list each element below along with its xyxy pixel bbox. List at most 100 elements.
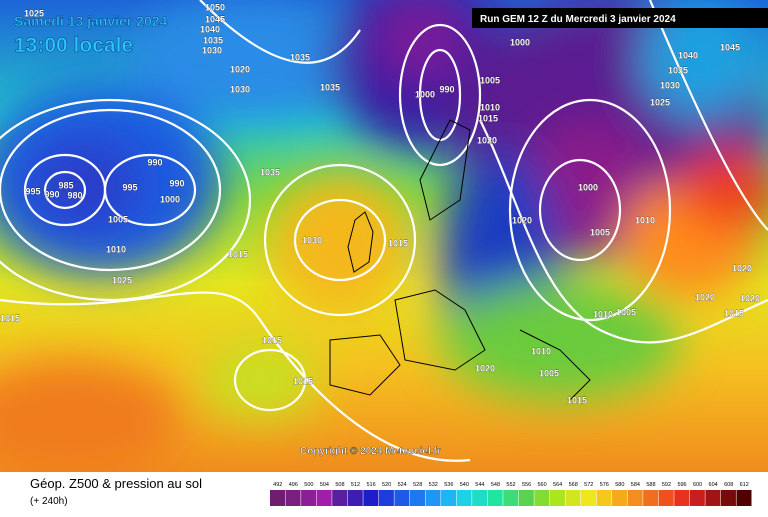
color-box: [285, 490, 301, 506]
color-tick-label: 500: [304, 482, 313, 488]
isobar-label: 1045: [720, 42, 740, 52]
isobar-label: 985: [58, 180, 73, 190]
isobar-label: 1010: [480, 102, 500, 112]
isobar-label: 1015: [388, 238, 408, 248]
color-box: [456, 490, 472, 506]
color-scale: 492 496 500 504 508 512 516 520 524 528 532 536 540 5…: [270, 482, 752, 506]
isobar-label: 1005: [616, 307, 636, 317]
isobar-label: 1000: [160, 194, 180, 204]
isobar-label: 990: [169, 178, 184, 188]
color-box: [643, 490, 659, 506]
color-tick-label: 520: [382, 482, 391, 488]
isobar-label: 1015: [0, 313, 20, 323]
color-tick-label: 584: [631, 482, 640, 488]
color-box: [518, 490, 534, 506]
isobar-label: 995: [122, 182, 137, 192]
color-tick-label: 580: [615, 482, 624, 488]
isobar-label: 1020: [512, 215, 532, 225]
run-info: Run GEM 12 Z du Mercredi 3 janvier 2024: [480, 14, 676, 25]
color-box: [549, 490, 565, 506]
isobar-label: 1030: [660, 80, 680, 90]
isobar-label: 1010: [593, 309, 613, 319]
color-tick-label: 596: [677, 482, 686, 488]
isobar-label: 990: [439, 84, 454, 94]
isobar-label: 1020: [695, 292, 715, 302]
color-box: [689, 490, 705, 506]
color-tick-label: 560: [538, 482, 547, 488]
color-box: [363, 490, 379, 506]
isobar-label: 1020: [740, 293, 760, 303]
color-box: [332, 490, 348, 506]
color-box: [720, 490, 736, 506]
color-tick-label: 608: [724, 482, 733, 488]
isobar-label: 1035: [668, 65, 688, 75]
color-box: [503, 490, 519, 506]
isobar-label: 1005: [480, 75, 500, 85]
color-tick-label: 548: [491, 482, 500, 488]
isobar-label: 1025: [650, 97, 670, 107]
color-box: [736, 490, 752, 506]
isobar-label: 1000: [415, 89, 435, 99]
geopotential-field: [0, 0, 768, 480]
color-tick-label: 564: [553, 482, 562, 488]
isobar-label: 1010: [106, 244, 126, 254]
isobar-label: 990: [147, 157, 162, 167]
isobar-label: 1020: [475, 363, 495, 373]
isobar-label: 1010: [635, 215, 655, 225]
isobar-label: 1025: [24, 8, 44, 18]
color-tick-label: 544: [475, 482, 484, 488]
isobar-label: 1035: [203, 35, 223, 45]
isobar-label: 1045: [205, 14, 225, 24]
isobar-label: 1020: [230, 64, 250, 74]
color-tick-label: 556: [522, 482, 531, 488]
color-tick-label: 588: [646, 482, 655, 488]
color-box: [347, 490, 363, 506]
color-box: [534, 490, 550, 506]
isobar-label: 1005: [590, 227, 610, 237]
color-box: [596, 490, 612, 506]
color-tick-label: 496: [289, 482, 298, 488]
isobar-label: 1015: [262, 335, 282, 345]
isobar-label: 1015: [724, 308, 744, 318]
isobar-label: 1015: [567, 395, 587, 405]
forecast-date: Samedi 13 janvier 2024: [14, 13, 168, 29]
isobar-label: 1035: [260, 167, 280, 177]
color-tick-label: 604: [709, 482, 718, 488]
isobar-label: 1040: [678, 50, 698, 60]
color-tick-label: 524: [398, 482, 407, 488]
color-tick-label: 508: [335, 482, 344, 488]
isobar-label: 1005: [108, 214, 128, 224]
color-box: [409, 490, 425, 506]
isobar-label: 1020: [477, 135, 497, 145]
isobar-label: 1050: [205, 2, 225, 12]
color-box: [425, 490, 441, 506]
isobar-label: 990: [44, 189, 59, 199]
isobar-label: 980: [67, 190, 82, 200]
color-tick-label: 540: [460, 482, 469, 488]
color-tick-label: 516: [366, 482, 375, 488]
color-tick-label: 504: [320, 482, 329, 488]
isobar-label: 1035: [320, 82, 340, 92]
isobar-label: 1030: [230, 84, 250, 94]
copyright: Copyright © 2024 Meteociel.fr: [300, 446, 441, 457]
isobar-label: 1025: [112, 275, 132, 285]
color-box: [612, 490, 628, 506]
color-tick-label: 572: [584, 482, 593, 488]
color-tick-label: 528: [413, 482, 422, 488]
color-tick-label: 612: [740, 482, 749, 488]
coastlines: [329, 119, 591, 401]
color-box: [441, 490, 457, 506]
forecast-time: 13:00 locale: [14, 34, 133, 57]
color-box: [565, 490, 581, 506]
isobar-label: 1000: [510, 37, 530, 47]
isobar-label: 1015: [228, 249, 248, 259]
color-box: [394, 490, 410, 506]
isobar-label: 1015: [293, 376, 313, 386]
isobar-label: 1015: [478, 113, 498, 123]
color-box: [674, 490, 690, 506]
color-box: [301, 490, 317, 506]
color-tick-label: 512: [351, 482, 360, 488]
color-box: [487, 490, 503, 506]
